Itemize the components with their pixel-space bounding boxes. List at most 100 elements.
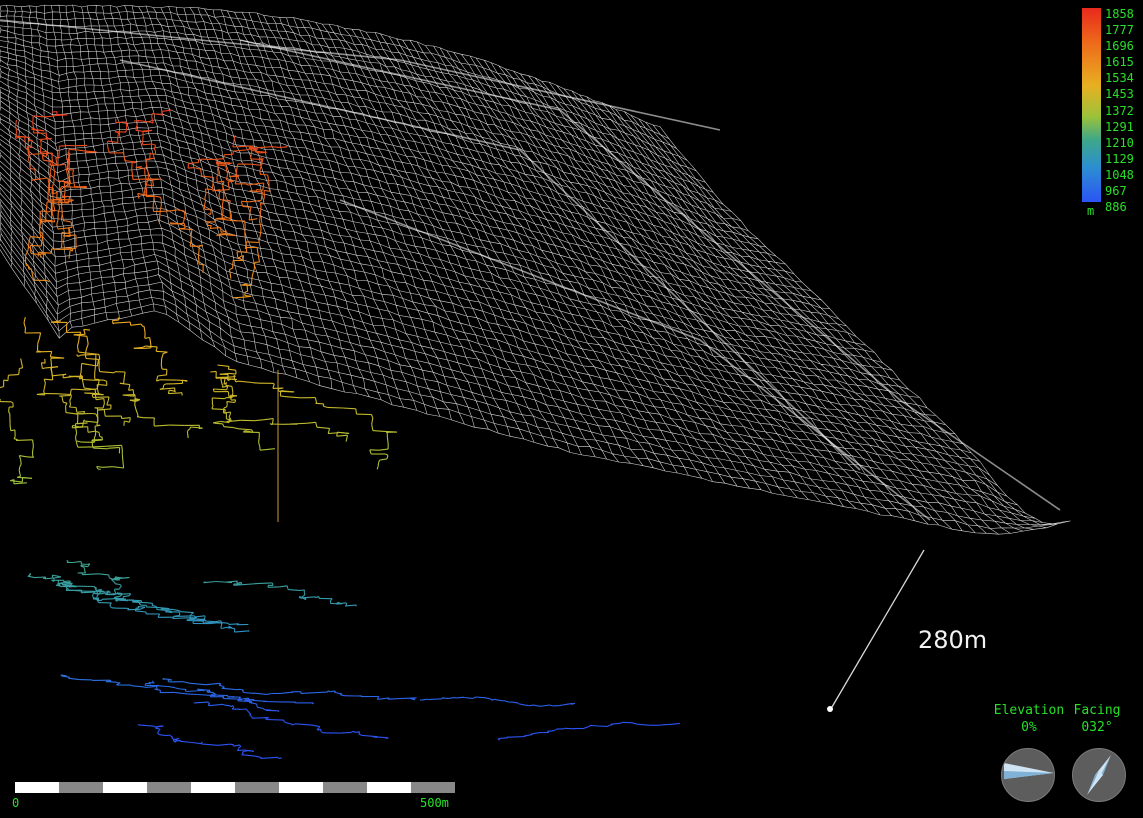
survey-leg: [10, 401, 14, 404]
survey-leg: [163, 351, 168, 355]
survey-leg: [225, 172, 229, 181]
survey-leg: [64, 181, 71, 185]
survey-leg: [60, 674, 63, 677]
survey-leg: [233, 584, 241, 586]
survey-leg: [52, 217, 56, 223]
survey-leg: [230, 375, 236, 378]
survey-leg: [95, 413, 99, 418]
survey-leg: [118, 586, 122, 589]
survey-leg: [356, 413, 372, 416]
survey-leg: [42, 367, 46, 370]
survey-leg: [226, 401, 228, 405]
survey-leg: [197, 250, 200, 259]
survey-leg: [369, 449, 372, 455]
survey-leg: [213, 693, 216, 696]
survey-leg: [141, 136, 144, 145]
survey-leg: [146, 167, 149, 174]
survey-leg: [27, 264, 30, 270]
survey-leg: [314, 397, 318, 404]
survey-leg: [327, 690, 331, 693]
survey-leg: [240, 201, 244, 207]
survey-leg: [183, 681, 191, 684]
survey-leg: [131, 169, 133, 173]
survey-leg: [81, 572, 84, 575]
survey-leg: [201, 743, 218, 746]
survey-leg: [28, 236, 31, 243]
survey-leg: [254, 419, 264, 422]
survey-leg: [266, 692, 272, 695]
survey-leg: [119, 382, 130, 386]
survey-leg: [410, 697, 415, 701]
survey-leg: [69, 400, 72, 405]
survey-leg: [94, 366, 96, 373]
survey-leg: [226, 403, 228, 408]
survey-leg: [220, 420, 230, 424]
survey-leg: [111, 578, 120, 581]
survey-leg: [68, 196, 71, 204]
survey-leg: [242, 691, 245, 693]
survey-leg: [93, 598, 97, 601]
survey-leg: [217, 180, 225, 183]
survey-leg: [222, 186, 225, 193]
survey-leg: [109, 602, 112, 606]
survey-leg: [210, 370, 217, 373]
survey-leg: [27, 575, 35, 579]
survey-leg: [246, 710, 249, 712]
survey-leg: [106, 144, 109, 151]
survey-leg: [227, 217, 231, 220]
survey-leg: [157, 733, 160, 736]
survey-leg: [113, 371, 116, 374]
survey-leg: [143, 326, 146, 333]
survey-leg: [291, 723, 296, 726]
survey-leg: [263, 418, 274, 421]
survey-leg: [70, 221, 73, 228]
survey-leg: [241, 200, 250, 203]
survey-leg: [53, 168, 56, 173]
survey-leg: [81, 591, 95, 594]
survey-leg: [40, 220, 46, 223]
survey-leg: [68, 677, 80, 681]
survey-leg: [272, 382, 275, 385]
survey-leg: [233, 149, 246, 152]
survey-leg: [232, 296, 244, 299]
survey-leg: [135, 398, 141, 401]
survey-leg: [226, 401, 235, 403]
survey-leg: [128, 593, 132, 596]
survey-leg: [199, 619, 204, 622]
survey-leg: [0, 386, 4, 389]
survey-leg: [342, 407, 356, 410]
survey-leg: [238, 708, 247, 711]
survey-leg: [98, 379, 100, 384]
survey-leg: [211, 182, 214, 190]
survey-leg: [377, 697, 390, 700]
survey-leg: [86, 344, 89, 349]
survey-leg: [221, 384, 224, 386]
survey-leg: [97, 468, 100, 470]
survey-leg: [333, 691, 336, 693]
survey-leg: [259, 206, 262, 213]
survey-leg: [137, 193, 140, 199]
survey-leg: [242, 205, 251, 208]
survey-leg: [101, 598, 118, 600]
survey-leg: [76, 346, 79, 353]
elevation-dial-icon[interactable]: [1001, 748, 1055, 802]
survey-leg: [19, 367, 23, 370]
survey-leg: [113, 581, 116, 583]
survey-leg: [421, 698, 428, 701]
survey-leg: [58, 203, 61, 209]
survey-leg: [140, 604, 143, 606]
survey-leg: [206, 221, 209, 226]
compass-dial-icon[interactable]: [1072, 748, 1126, 802]
survey-leg: [128, 389, 134, 391]
survey-leg: [87, 565, 89, 568]
survey-leg: [45, 201, 48, 209]
survey-leg: [524, 734, 533, 737]
survey-leg: [253, 755, 261, 758]
survey-leg: [232, 260, 234, 269]
survey-leg: [72, 172, 75, 180]
survey-leg: [259, 221, 261, 225]
survey-leg: [222, 181, 225, 187]
survey-leg: [96, 466, 99, 470]
survey-leg: [184, 689, 187, 691]
